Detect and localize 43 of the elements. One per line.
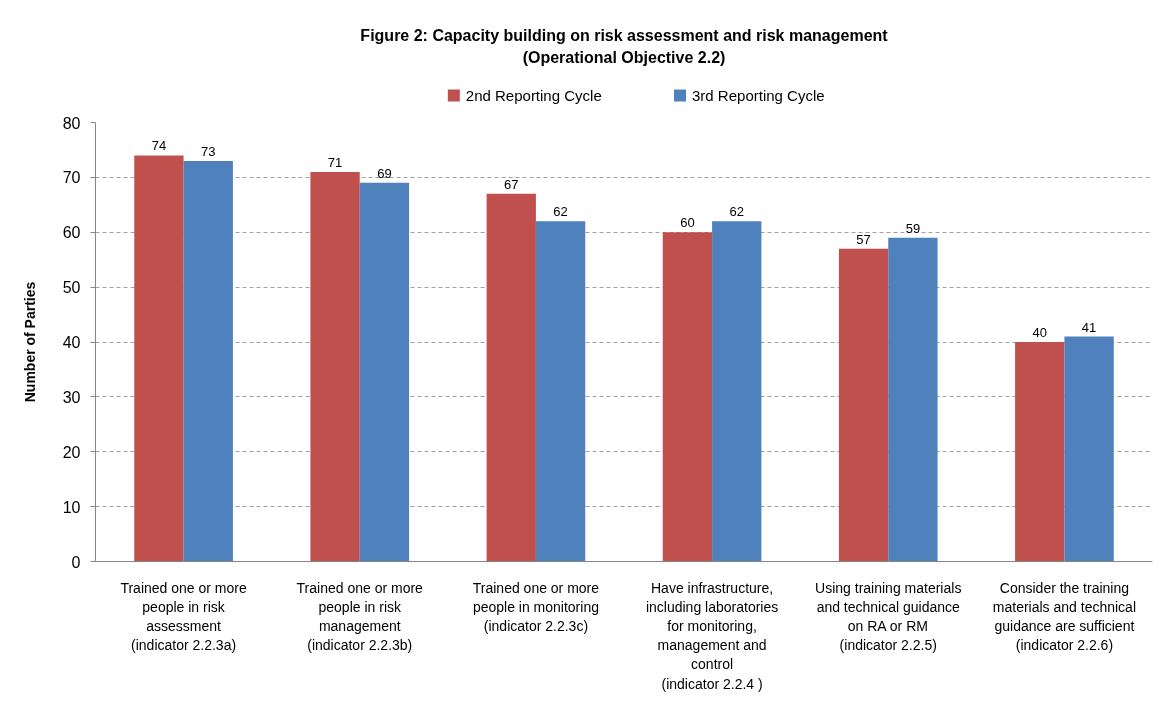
bar <box>838 248 889 562</box>
x-tick-label: Consider the training materials and technical guidance are sufficient (indicator 2.2.6) <box>992 579 1137 654</box>
data-label: 67 <box>504 176 519 192</box>
y-tick-label: 50 <box>62 279 81 297</box>
y-tick-label: 60 <box>62 224 81 242</box>
data-label: 59 <box>905 220 921 236</box>
legend-label: 3rd Reporting Cycle <box>692 87 825 104</box>
data-label: 69 <box>377 165 392 181</box>
bar <box>662 232 713 562</box>
data-label: 40 <box>1032 325 1047 340</box>
chart-title: Figure 2: Capacity building on risk assessment and risk management (Operational Objective 2.2) <box>360 27 889 66</box>
x-tick-label: Using training materials and technical guidance on RA or RM (indicator 2.2.5) <box>815 579 962 654</box>
x-tick-label: Trained one or more people in risk management (indicator 2.2.3b) <box>296 579 424 654</box>
data-label: 74 <box>151 138 167 154</box>
y-tick-label: 30 <box>62 388 81 406</box>
bar <box>888 237 938 562</box>
y-axis-title: Number of Parties <box>21 281 38 403</box>
bar <box>486 193 536 562</box>
bar <box>535 221 586 562</box>
data-label: 41 <box>1081 319 1097 335</box>
y-tick-label: 70 <box>62 169 81 187</box>
data-label: 62 <box>553 204 568 220</box>
bar <box>183 160 233 562</box>
y-tick-label: 10 <box>62 498 81 516</box>
bar <box>712 221 762 562</box>
bar <box>310 171 360 562</box>
data-label: 60 <box>680 215 695 231</box>
bar <box>1064 336 1114 562</box>
data-label: 62 <box>729 204 744 220</box>
x-tick-label: Trained one or more people in risk assessment (indicator 2.2.3a) <box>120 579 247 654</box>
y-tick-label: 20 <box>62 443 81 461</box>
y-tick-label: 40 <box>62 334 81 351</box>
bar <box>359 182 410 562</box>
x-tick-label: Trained one or more people in monitoring (indicator 2.2.3c) <box>472 579 600 634</box>
data-label: 73 <box>201 143 216 159</box>
x-tick-label: Have infrastructure, including laboratories for monitoring, management and control (indicator 2.2.4 ) <box>645 579 779 692</box>
data-label: 57 <box>856 231 871 247</box>
y-tick-label: 80 <box>62 114 81 132</box>
bar <box>134 155 184 562</box>
legend-label: 2nd Reporting Cycle <box>465 87 602 104</box>
bar <box>1015 342 1065 562</box>
y-tick-label: 0 <box>71 553 81 571</box>
data-label: 71 <box>327 154 343 170</box>
